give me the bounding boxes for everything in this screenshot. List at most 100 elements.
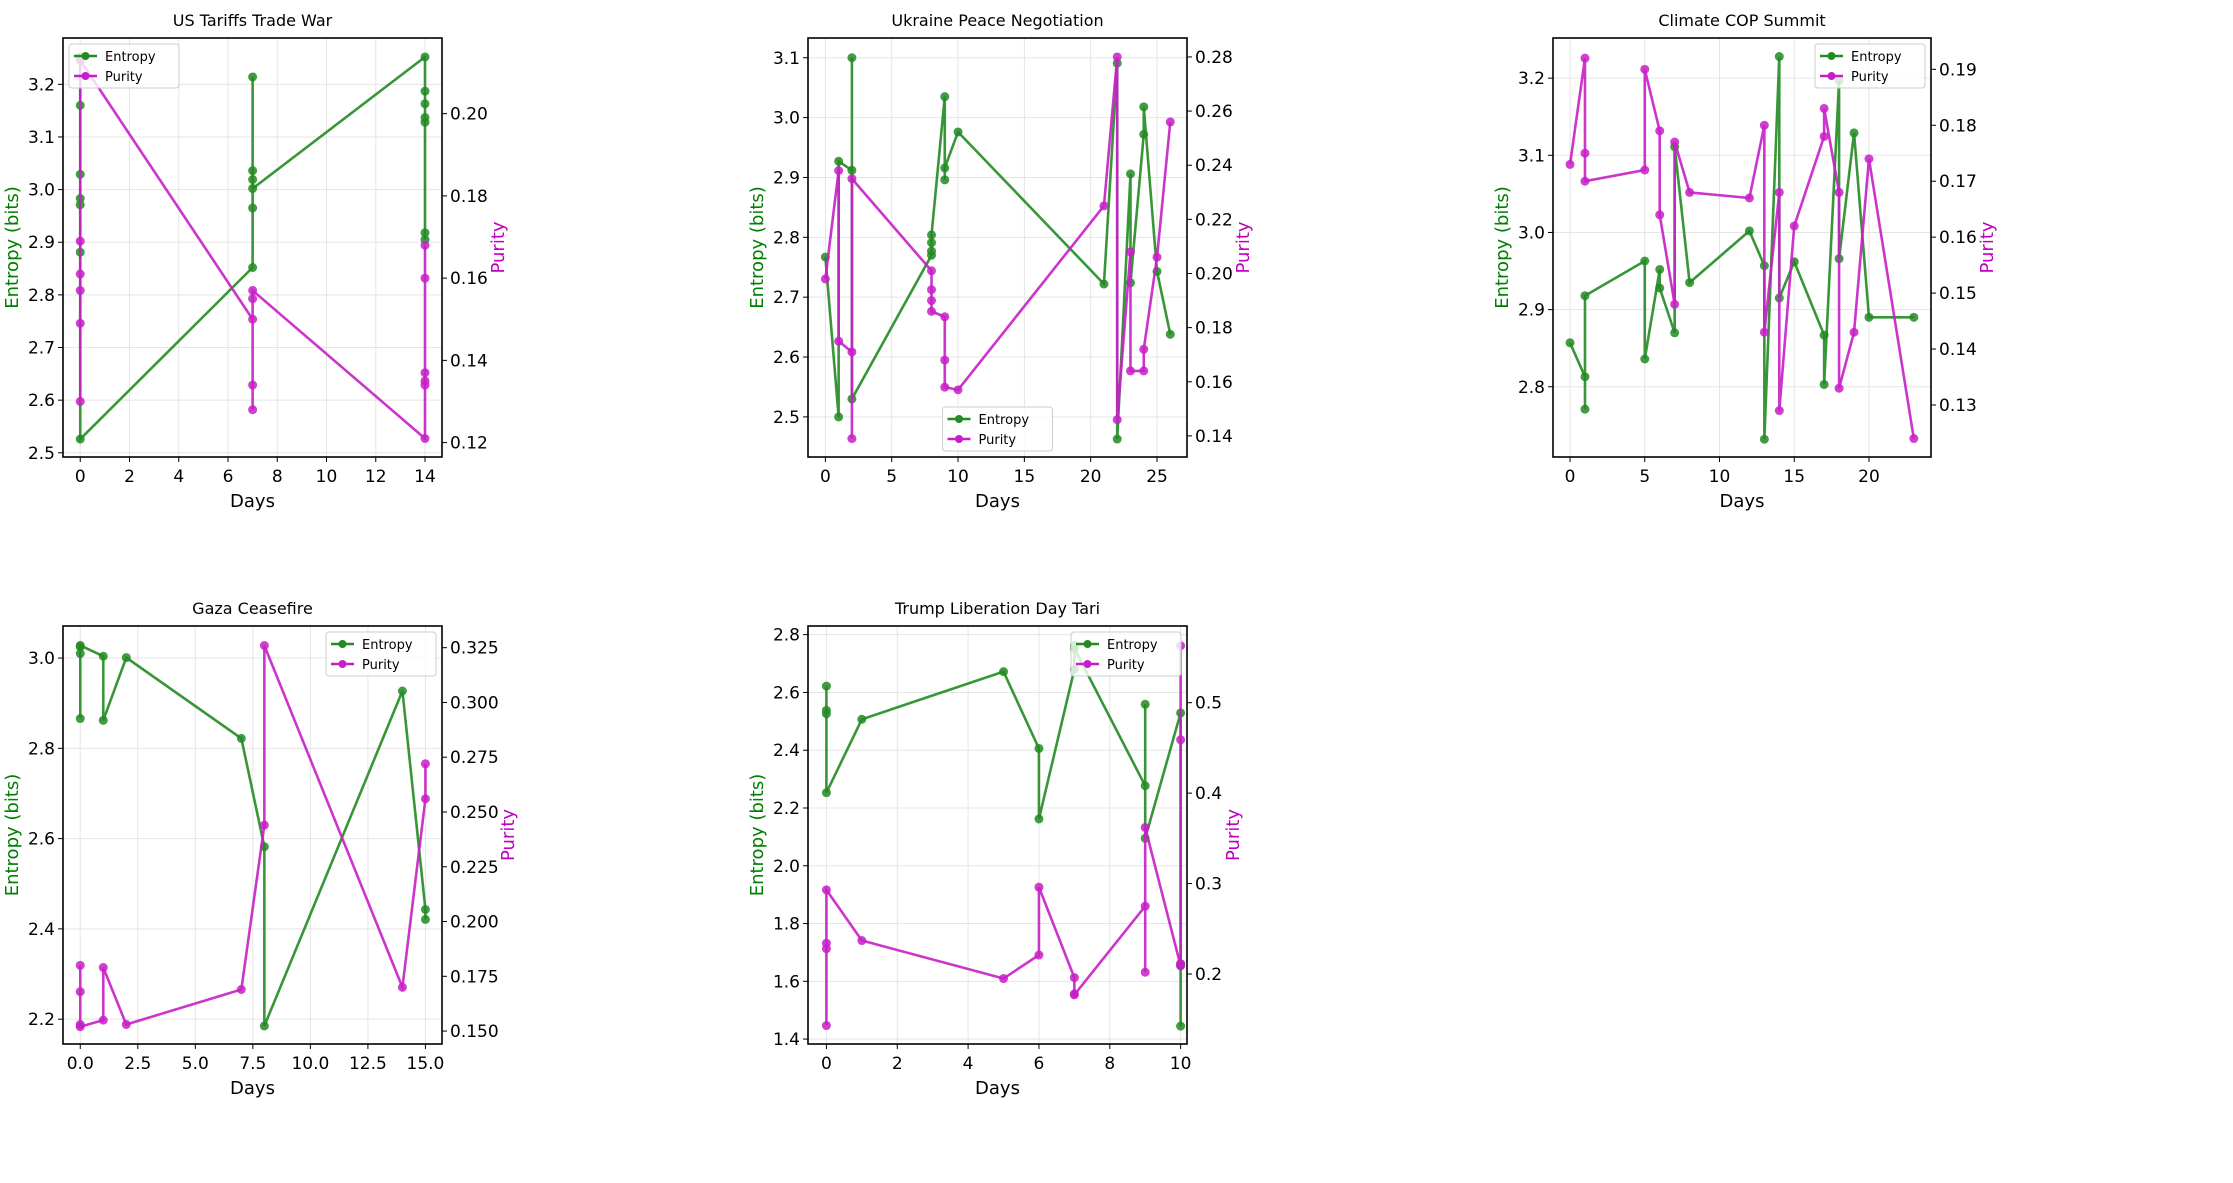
y-axis-label: Entropy (bits) xyxy=(1492,186,1513,309)
chart-title: Ukraine Peace Negotiation xyxy=(891,11,1103,30)
data-point-entropy xyxy=(847,165,857,175)
y2-tick-label: 0.14 xyxy=(1195,427,1233,447)
data-point-purity xyxy=(1165,117,1175,127)
data-point-purity xyxy=(259,640,269,650)
legend-marker-purity xyxy=(955,435,963,443)
y-tick-label: 2.9 xyxy=(28,233,55,253)
data-point-purity xyxy=(1152,252,1162,262)
x-axis-label: Days xyxy=(230,491,275,512)
x-tick-label: 12 xyxy=(365,467,387,487)
series-line-entropy xyxy=(1568,56,1914,440)
y-tick-label: 3.0 xyxy=(28,649,55,669)
legend-marker-entropy xyxy=(955,415,963,423)
data-point-entropy xyxy=(1580,404,1590,414)
data-point-purity xyxy=(420,368,430,378)
data-point-entropy xyxy=(259,1021,269,1031)
data-point-entropy xyxy=(1139,129,1149,139)
y-tick-label: 3.2 xyxy=(28,75,55,95)
data-point-entropy xyxy=(1112,434,1122,444)
y2-tick-label: 0.22 xyxy=(1195,210,1233,230)
data-point-purity xyxy=(1139,344,1149,354)
y2-tick-label: 0.20 xyxy=(450,105,488,125)
data-point-purity xyxy=(1580,148,1590,158)
data-point-entropy xyxy=(420,86,430,96)
data-point-purity xyxy=(847,347,857,357)
data-point-purity xyxy=(1849,327,1859,337)
data-point-entropy xyxy=(248,72,258,82)
y2-tick-label: 0.26 xyxy=(1195,102,1233,122)
legend-label-entropy: Entropy xyxy=(1107,638,1158,653)
y-tick-label: 3.1 xyxy=(28,128,55,148)
data-point-purity xyxy=(420,273,430,283)
data-point-entropy xyxy=(821,709,831,719)
data-point-purity xyxy=(259,820,269,830)
x-tick-label: 10 xyxy=(1170,1054,1192,1074)
legend-marker-entropy xyxy=(81,52,90,60)
y2-tick-label: 0.28 xyxy=(1195,48,1233,68)
data-point-entropy xyxy=(834,412,844,422)
legend-label-purity: Purity xyxy=(105,70,143,85)
data-point-entropy xyxy=(1099,279,1109,289)
y2-axis-label: Purity xyxy=(1977,221,1998,273)
data-point-entropy xyxy=(940,175,950,185)
data-point-purity xyxy=(1655,210,1665,220)
data-point-entropy xyxy=(834,156,844,166)
data-point-entropy xyxy=(75,640,85,650)
legend: Entropy Purity xyxy=(68,43,180,89)
data-point-entropy xyxy=(1565,338,1575,348)
data-point-purity xyxy=(1774,406,1784,416)
data-point-entropy xyxy=(75,714,85,724)
data-point-purity xyxy=(1789,221,1799,231)
data-point-entropy xyxy=(1759,434,1769,444)
data-point-entropy xyxy=(1580,291,1590,301)
chart-title: Trump Liberation Day Tari xyxy=(894,599,1100,618)
data-point-purity xyxy=(420,380,430,390)
x-tick-label: 5 xyxy=(1639,467,1650,487)
data-point-purity xyxy=(1834,383,1844,393)
chart-title: US Tariffs Trade War xyxy=(173,11,333,30)
series-line-entropy xyxy=(824,57,1172,440)
data-point-entropy xyxy=(1909,312,1919,322)
y2-tick-label: 0.12 xyxy=(450,434,488,454)
data-point-purity xyxy=(420,433,430,443)
data-point-entropy xyxy=(420,52,430,62)
legend-marker-entropy xyxy=(1083,640,1092,648)
data-point-purity xyxy=(1744,193,1754,203)
x-tick-label: 0 xyxy=(820,467,831,487)
data-point-entropy xyxy=(1165,329,1175,339)
data-point-purity xyxy=(1670,137,1680,147)
x-tick-label: 8 xyxy=(272,467,283,487)
x-tick-label: 2 xyxy=(124,467,135,487)
x-tick-label: 0 xyxy=(1565,467,1576,487)
data-point-entropy xyxy=(1125,169,1135,179)
y2-tick-label: 0.150 xyxy=(450,1022,499,1042)
y-axis-label: Entropy (bits) xyxy=(2,774,23,897)
y2-tick-label: 0.175 xyxy=(450,967,499,987)
legend-marker-purity xyxy=(338,660,347,668)
y2-tick-label: 0.250 xyxy=(450,803,499,823)
y-tick-label: 3.1 xyxy=(1518,146,1545,166)
y2-axis-label: Purity xyxy=(488,221,509,273)
legend-marker-entropy xyxy=(338,640,347,648)
data-point-purity xyxy=(75,285,85,295)
x-tick-label: 6 xyxy=(1034,1054,1045,1074)
x-tick-label: 2.5 xyxy=(124,1054,151,1074)
x-tick-label: 15 xyxy=(1014,467,1036,487)
data-point-purity xyxy=(1176,959,1186,969)
data-point-entropy xyxy=(857,714,867,724)
y-tick-label: 2.2 xyxy=(28,1010,55,1030)
legend-marker-entropy xyxy=(1827,52,1836,60)
data-point-entropy xyxy=(1640,256,1650,266)
data-point-purity xyxy=(121,1020,131,1030)
x-tick-label: 10 xyxy=(316,467,338,487)
data-point-purity xyxy=(1774,187,1784,197)
legend-label-entropy: Entropy xyxy=(1851,50,1902,65)
y2-tick-label: 0.14 xyxy=(450,351,488,371)
data-point-purity xyxy=(1759,120,1769,130)
x-tick-label: 4 xyxy=(963,1054,974,1074)
data-point-purity xyxy=(1685,187,1695,197)
y-tick-label: 2.8 xyxy=(28,739,55,759)
data-point-entropy xyxy=(420,914,430,924)
y2-tick-label: 0.16 xyxy=(450,269,488,289)
data-point-purity xyxy=(75,1022,85,1032)
